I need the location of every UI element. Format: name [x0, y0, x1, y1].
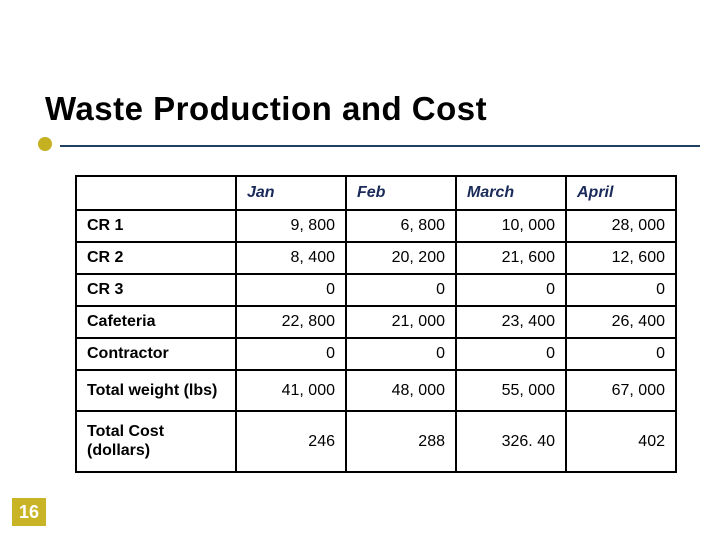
row-header: Cafeteria: [76, 306, 236, 338]
row-header: CR 2: [76, 242, 236, 274]
table-row: Total weight (lbs) 41, 000 48, 000 55, 0…: [76, 370, 676, 411]
cell: 20, 200: [346, 242, 456, 274]
cell: 23, 400: [456, 306, 566, 338]
row-header: Contractor: [76, 338, 236, 370]
cell: 21, 000: [346, 306, 456, 338]
row-header: Total Cost (dollars): [76, 411, 236, 471]
col-header-april: April: [566, 176, 676, 210]
cell: 402: [566, 411, 676, 471]
cell: 0: [456, 274, 566, 306]
cell: 9, 800: [236, 210, 346, 242]
cell: 6, 800: [346, 210, 456, 242]
cell: 0: [566, 274, 676, 306]
cell: 21, 600: [456, 242, 566, 274]
row-header: CR 3: [76, 274, 236, 306]
cell: 67, 000: [566, 370, 676, 411]
cell: 22, 800: [236, 306, 346, 338]
cell: 0: [566, 338, 676, 370]
table-row: Cafeteria 22, 800 21, 000 23, 400 26, 40…: [76, 306, 676, 338]
cell: 28, 000: [566, 210, 676, 242]
cell: 12, 600: [566, 242, 676, 274]
cell: 41, 000: [236, 370, 346, 411]
table-row: Contractor 0 0 0 0: [76, 338, 676, 370]
table-row: Total Cost (dollars) 246 288 326. 40 402: [76, 411, 676, 471]
table-row: CR 2 8, 400 20, 200 21, 600 12, 600: [76, 242, 676, 274]
cell: 55, 000: [456, 370, 566, 411]
col-header-jan: Jan: [236, 176, 346, 210]
page-number-badge: 16: [12, 498, 46, 526]
cell: 8, 400: [236, 242, 346, 274]
cell: 0: [456, 338, 566, 370]
col-header-march: March: [456, 176, 566, 210]
cell: 246: [236, 411, 346, 471]
table-row: CR 3 0 0 0 0: [76, 274, 676, 306]
table-header-row: Jan Feb March April: [76, 176, 676, 210]
table-row: CR 1 9, 800 6, 800 10, 000 28, 000: [76, 210, 676, 242]
title-wrap: Waste Production and Cost: [45, 90, 690, 128]
cell: 10, 000: [456, 210, 566, 242]
cell: 326. 40: [456, 411, 566, 471]
waste-cost-table: Jan Feb March April CR 1 9, 800 6, 800 1…: [75, 175, 677, 473]
cell: 288: [346, 411, 456, 471]
row-header: Total weight (lbs): [76, 370, 236, 411]
table-corner-cell: [76, 176, 236, 210]
row-header: CR 1: [76, 210, 236, 242]
bullet-icon: [38, 137, 52, 151]
cell: 0: [346, 274, 456, 306]
page-number: 16: [19, 502, 39, 523]
cell: 26, 400: [566, 306, 676, 338]
title-rule: [60, 145, 700, 147]
cell: 48, 000: [346, 370, 456, 411]
cell: 0: [346, 338, 456, 370]
slide: Waste Production and Cost Jan Feb March …: [0, 0, 720, 540]
col-header-feb: Feb: [346, 176, 456, 210]
cell: 0: [236, 338, 346, 370]
slide-title: Waste Production and Cost: [45, 90, 690, 128]
cell: 0: [236, 274, 346, 306]
